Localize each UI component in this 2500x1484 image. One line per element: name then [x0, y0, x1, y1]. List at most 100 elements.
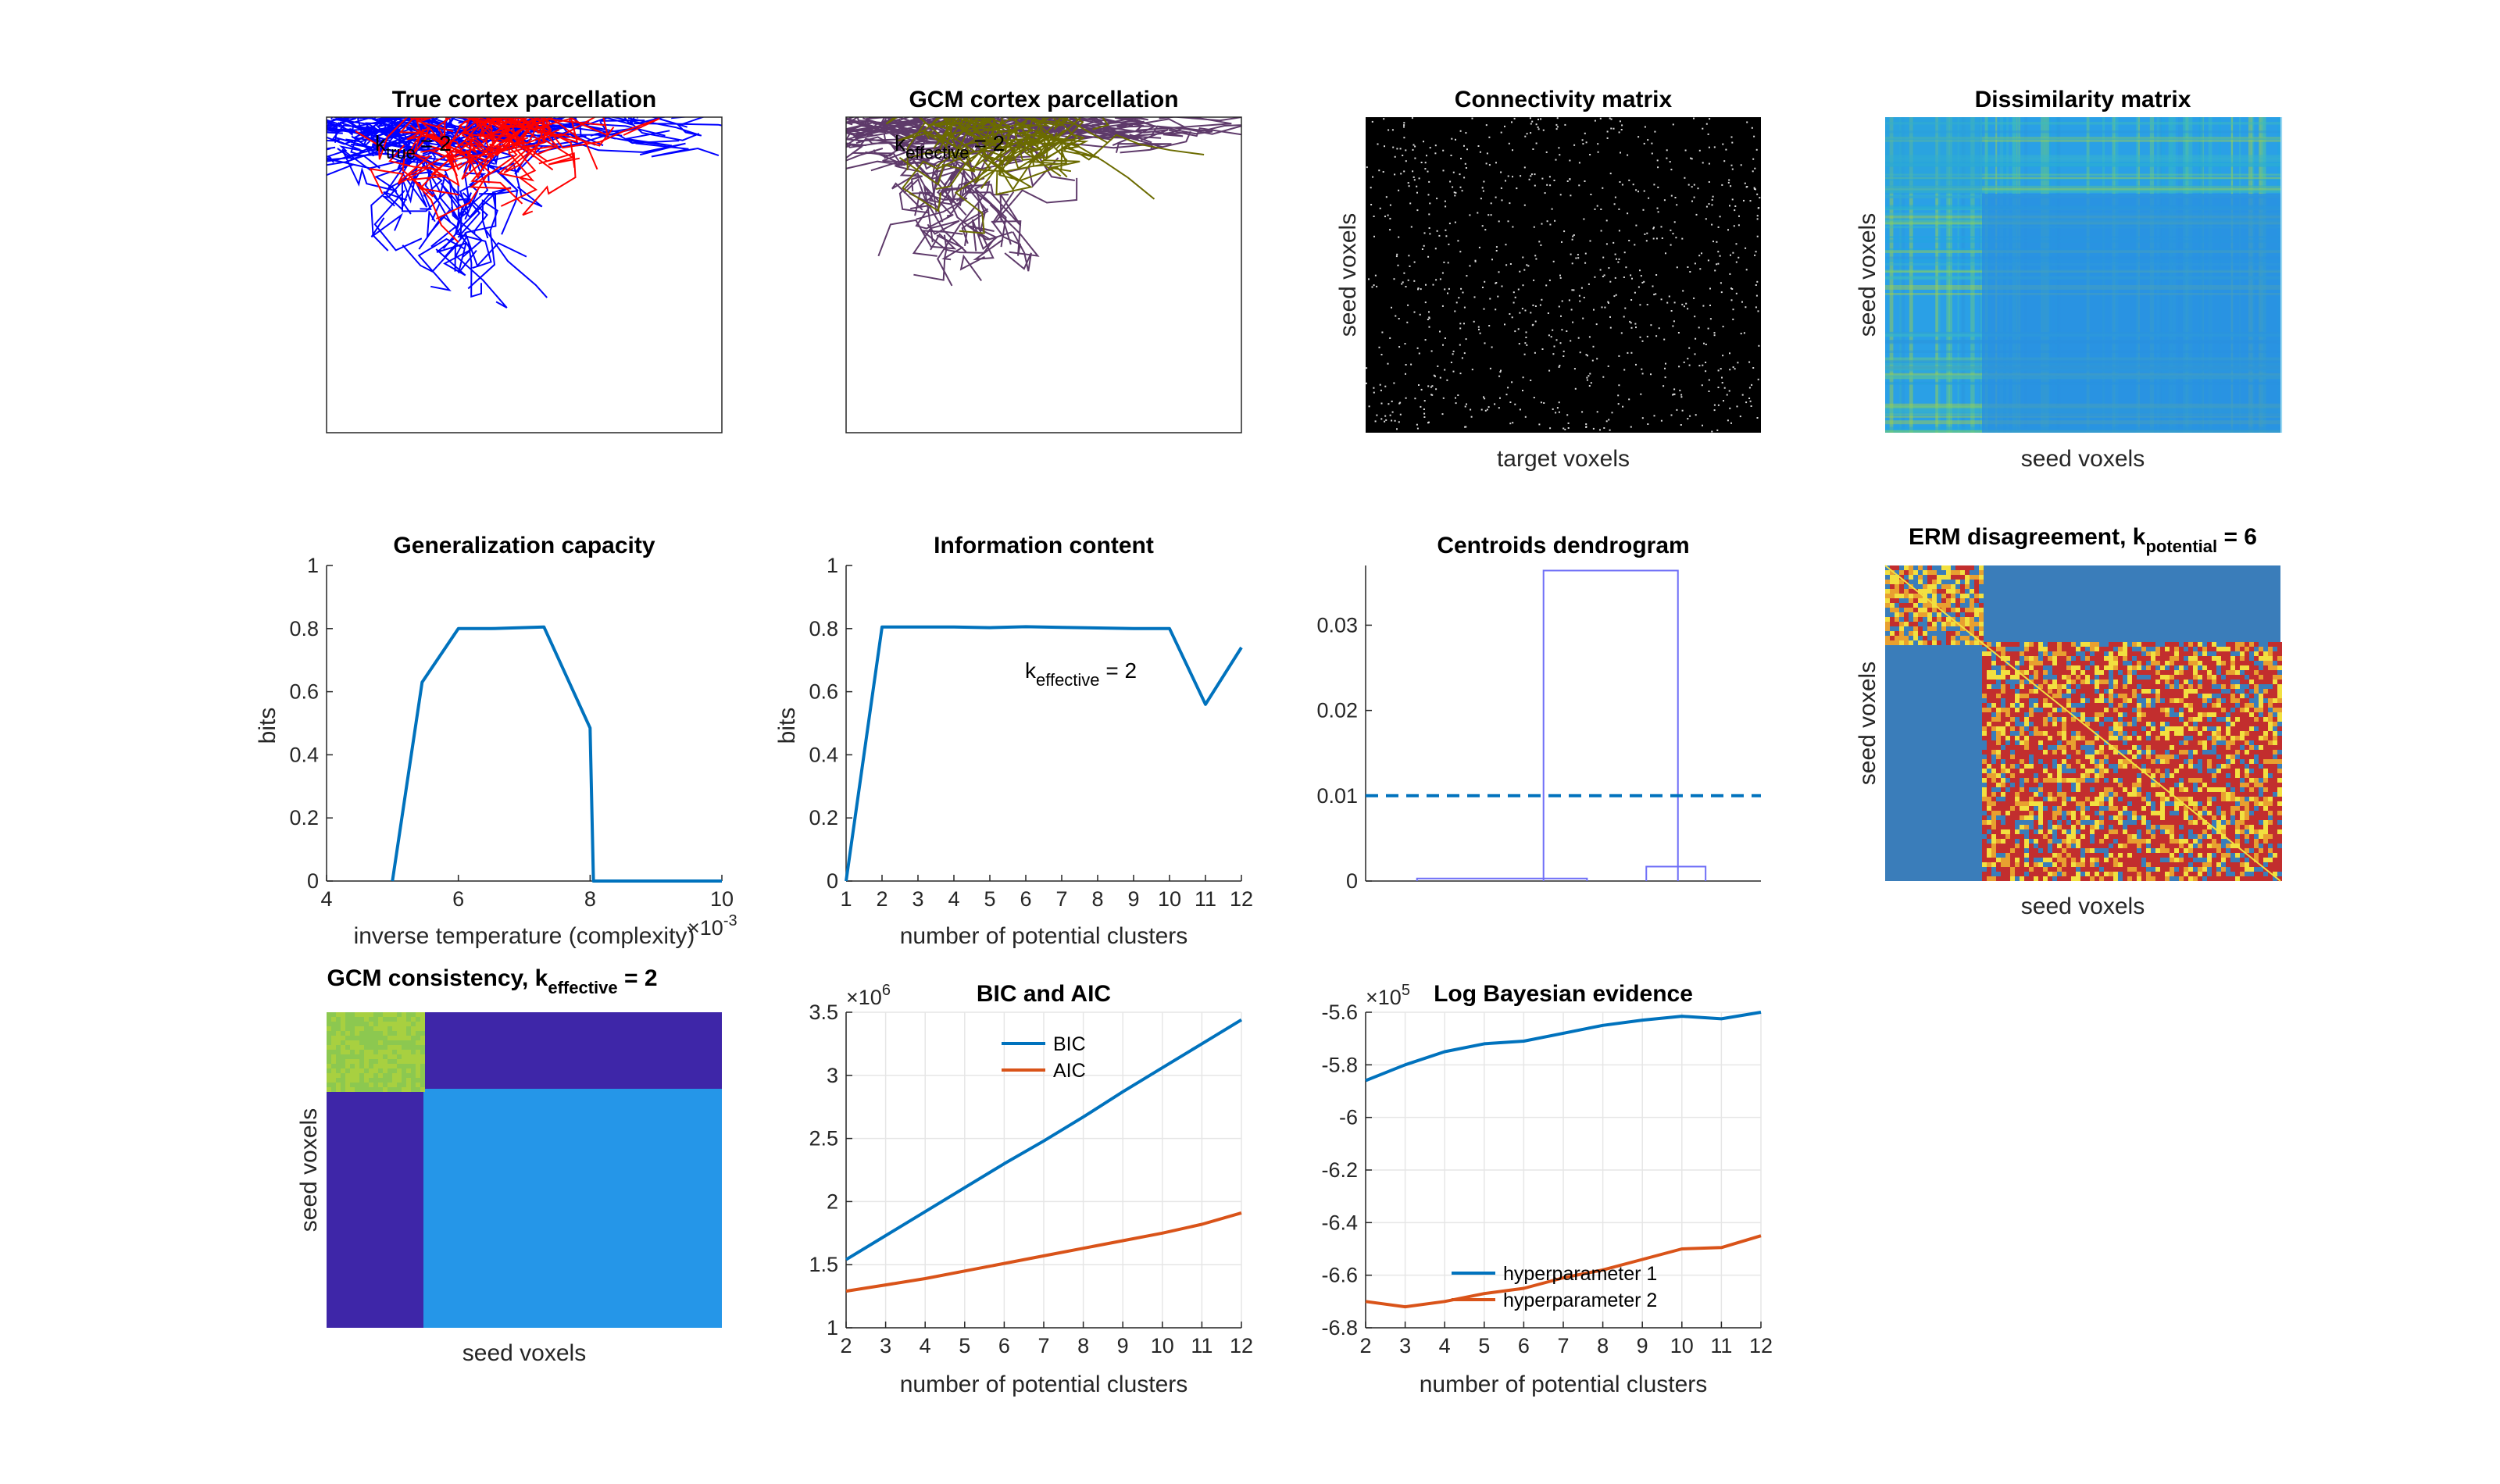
- erm-cell: [2216, 750, 2221, 754]
- erm-cell: [2155, 783, 2160, 787]
- erm-cell: [1987, 736, 1991, 740]
- connectivity-entry: [1702, 305, 1705, 307]
- fiber-trace-b: [1063, 51, 1112, 73]
- erm-cell: [2113, 815, 2118, 820]
- erm-cell: [1982, 839, 1987, 844]
- erm-cell: [2034, 797, 2038, 801]
- erm-cell: [2179, 834, 2184, 839]
- erm-cell: [2109, 787, 2113, 792]
- erm-cell: [2005, 647, 2010, 651]
- connectivity-entry: [1545, 151, 1548, 153]
- erm-cell: [2226, 858, 2230, 862]
- erm-cell: [2207, 750, 2212, 754]
- connectivity-entry: [1431, 385, 1434, 387]
- connectivity-entry: [1546, 184, 1548, 186]
- erm-cell: [2170, 820, 2174, 825]
- erm-cell: [2198, 848, 2202, 853]
- erm-cell: [2216, 708, 2221, 712]
- dissimilarity-stripe: [1885, 185, 2280, 191]
- erm-cell: [2277, 848, 2282, 853]
- connectivity-entry: [1702, 127, 1704, 130]
- erm-cell: [2249, 736, 2254, 740]
- erm-cell: [2038, 670, 2043, 675]
- erm-cell: [2230, 665, 2235, 670]
- erm-cell: [2273, 792, 2277, 797]
- erm-cell: [2235, 792, 2240, 797]
- erm-cell: [2052, 783, 2057, 787]
- erm-cell: [2202, 703, 2207, 708]
- connectivity-entry: [1511, 121, 1512, 123]
- connectivity-ylabel: seed voxels: [1335, 213, 1361, 337]
- erm-cell: [2249, 806, 2254, 811]
- connectivity-entry: [1599, 429, 1601, 431]
- erm-cell: [2184, 680, 2188, 684]
- erm-cell: [2104, 769, 2109, 773]
- connectivity-entry: [1670, 414, 1673, 416]
- erm-cell: [1987, 759, 1991, 764]
- erm-cell: [2179, 829, 2184, 834]
- erm-cell: [2230, 797, 2235, 801]
- erm-cell: [2048, 661, 2052, 665]
- fiber-trace-b: [1051, 117, 1109, 130]
- erm-cell: [2080, 811, 2085, 815]
- connectivity-entry: [1708, 203, 1710, 205]
- erm-cell: [1996, 703, 2001, 708]
- erm-cell: [1987, 680, 1991, 684]
- erm-cell: [2273, 872, 2277, 876]
- connectivity-entry: [1541, 348, 1544, 350]
- erm-cell: [2151, 783, 2155, 787]
- erm-cell: [2165, 797, 2170, 801]
- erm-cell: [2062, 665, 2066, 670]
- erm-cell: [2273, 661, 2277, 665]
- erm-cell: [2080, 656, 2085, 661]
- erm-cell: [2104, 675, 2109, 680]
- connectivity-entry: [1555, 159, 1557, 161]
- connectivity-entry: [1405, 160, 1407, 162]
- dissimilarity-stripe: [1935, 117, 1941, 433]
- erm-cell: [2226, 844, 2230, 848]
- connectivity-entry: [1683, 361, 1685, 363]
- dissimilarity-stripe: [1885, 177, 2280, 181]
- erm-cell: [1991, 745, 1996, 750]
- erm-cell: [2066, 848, 2071, 853]
- erm-cell: [2038, 736, 2043, 740]
- connectivity-entry: [1366, 382, 1367, 384]
- erm-cell: [1991, 712, 1996, 717]
- erm-cell: [2113, 848, 2118, 853]
- erm-cell: [2170, 815, 2174, 820]
- connectivity-entry: [1721, 376, 1723, 379]
- connectivity-entry: [1669, 161, 1671, 163]
- connectivity-entry: [1652, 237, 1655, 240]
- erm-cell: [2151, 656, 2155, 661]
- erm-cell: [2005, 806, 2010, 811]
- erm-cell: [2034, 783, 2038, 787]
- erm-cell: [2090, 745, 2095, 750]
- erm-cell: [2020, 773, 2024, 778]
- fiber-trace-b: [547, 69, 620, 84]
- erm-cell: [2052, 811, 2057, 815]
- erm-cell: [2277, 726, 2282, 731]
- connectivity-entry: [1732, 318, 1734, 320]
- connectivity-entry: [1520, 175, 1522, 177]
- erm-cell: [2165, 689, 2170, 694]
- erm-cell: [2104, 787, 2109, 792]
- erm-cell: [2123, 872, 2127, 876]
- erm-cell: [2230, 858, 2235, 862]
- erm-cell: [1982, 867, 1987, 872]
- erm-cell: [2245, 769, 2249, 773]
- fiber-trace-b: [470, 144, 523, 205]
- connectivity-entry: [1717, 226, 1720, 228]
- connectivity-entry: [1431, 394, 1434, 396]
- erm-cell: [1996, 876, 2001, 881]
- erm-cell: [2259, 853, 2263, 858]
- connectivity-entry: [1540, 118, 1542, 120]
- fiber-trace-a: [936, 173, 956, 204]
- erm-cell: [2132, 703, 2137, 708]
- connectivity-entry: [1641, 281, 1644, 284]
- erm-cell: [2001, 797, 2005, 801]
- fiber-trace-b: [977, 126, 1019, 182]
- connectivity-entry: [1589, 240, 1591, 242]
- erm-cell: [2062, 853, 2066, 858]
- erm-cell: [2085, 694, 2090, 698]
- erm-cell: [2151, 740, 2155, 745]
